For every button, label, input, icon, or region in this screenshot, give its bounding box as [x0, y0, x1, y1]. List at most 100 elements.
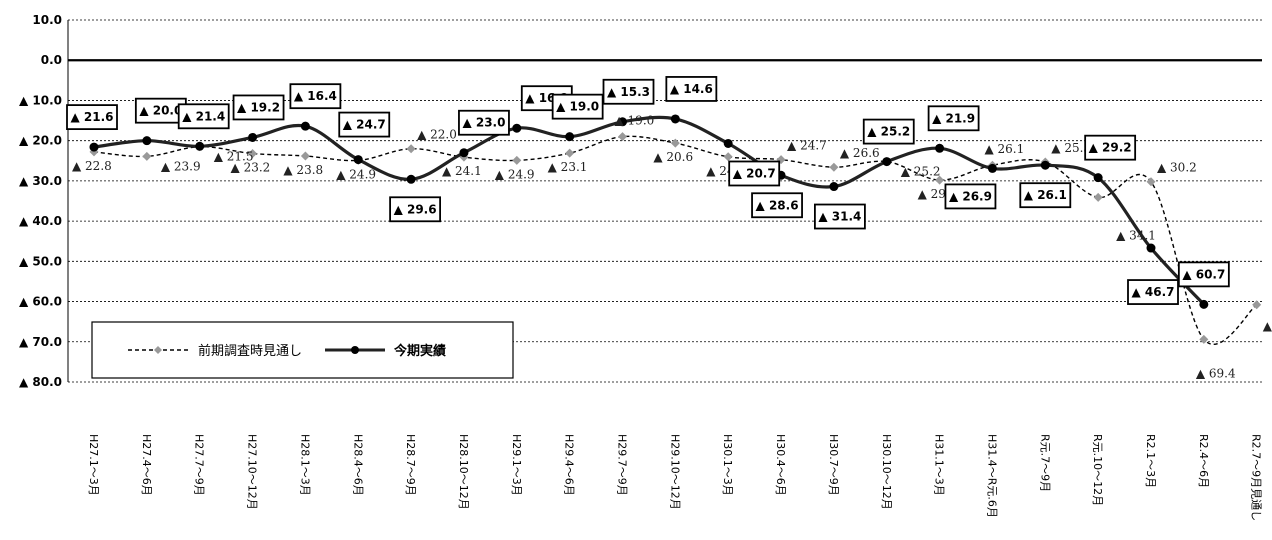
actual-data-label-box: [944, 183, 997, 210]
x-tick-label: H28.1～3月: [298, 434, 311, 496]
actual-data-label-box: [927, 105, 980, 132]
forecast-data-label: ▲ 24.7: [787, 139, 827, 153]
x-axis-tick-labels: H27.1～3月 H27.4～6月 H27.7～9月 H27.10～12月 H28.1～…: [87, 434, 1263, 521]
forecast-point: [406, 144, 416, 154]
x-tick-label: H30.4～6月: [774, 434, 787, 496]
actual-data-label: ▲ 20.0: [139, 104, 182, 118]
actual-data-label: ▲ 19.2: [237, 100, 280, 114]
actual-point: [1199, 299, 1209, 309]
x-tick-label: R2.4～6月: [1197, 434, 1210, 488]
legend-actual-marker: [351, 346, 359, 354]
y-tick-label: ▲ 30.0: [19, 174, 62, 188]
actual-data-label: ▲ 21.9: [932, 111, 975, 125]
x-tick-label: R元.7～9月: [1038, 434, 1051, 492]
forecast-point: [1093, 192, 1103, 202]
legend-forecast-marker: [154, 346, 162, 354]
forecast-data-label: ▲ 19.0: [615, 114, 655, 128]
y-tick-label: ▲ 80.0: [19, 375, 62, 389]
actual-point: [670, 114, 680, 124]
y-tick-label: 0.0: [41, 53, 62, 67]
actual-data-label-box: [232, 94, 285, 121]
forecast-data-label: ▲ 25.2: [901, 165, 941, 179]
actual-data-label: ▲ 29.2: [1089, 141, 1132, 155]
forecast-data-label: ▲ 22.8: [72, 159, 112, 173]
y-tick-label: ▲ 20.0: [19, 134, 62, 148]
forecast-data-label: ▲ 60.8: [1263, 319, 1272, 333]
forecast-data-label: ▲ 23.2: [231, 161, 271, 175]
x-tick-label: H29.1～3月: [510, 434, 523, 496]
forecast-point: [935, 175, 945, 185]
x-tick-label: H27.1～3月: [87, 434, 100, 496]
actual-point: [829, 182, 839, 192]
forecast-data-label: ▲ 69.4: [1196, 366, 1236, 380]
forecast-point: [248, 149, 258, 159]
forecast-point: [565, 148, 575, 158]
actual-point: [618, 117, 627, 127]
forecast-data-label: ▲ 34.1: [1116, 228, 1156, 242]
x-tick-label: H28.10～12月: [457, 434, 470, 510]
actual-data-label: ▲ 28.6: [756, 198, 799, 212]
y-tick-label: ▲ 50.0: [19, 254, 62, 268]
actual-data-label: ▲ 25.2: [867, 125, 910, 139]
actual-point: [882, 157, 892, 167]
legend-forecast-label: 前期調査時見通し: [198, 343, 302, 359]
forecast-data-label: ▲ 21.5: [214, 150, 254, 164]
forecast-point: [1146, 177, 1156, 187]
actual-point: [89, 142, 99, 152]
forecast-point: [618, 132, 627, 142]
actual-data-label: ▲ 20.7: [733, 166, 776, 180]
legend-box: [91, 321, 514, 379]
actual-point: [1040, 160, 1050, 170]
actual-data-label-box: [1127, 279, 1179, 305]
actual-data-label: ▲ 15.3: [607, 85, 650, 99]
actual-data-label-box: [338, 111, 391, 138]
forecast-point: [142, 151, 152, 161]
forecast-data-label: ▲ 23.1: [548, 160, 588, 174]
y-tick-label: ▲ 10.0: [19, 93, 62, 107]
forecast-data-label: ▲ 24.1: [442, 164, 482, 178]
actual-point: [1146, 243, 1156, 253]
actual-data-label-box: [665, 76, 718, 102]
actual-data-label-box: [177, 103, 230, 130]
forecast-point: [512, 155, 522, 165]
actual-data-labels: ▲ 21.6 ▲ 20.0 ▲ 21.4 ▲ 19.2 ▲ 16.4 ▲ 24.7 ▲ 29…: [66, 76, 1230, 305]
x-tick-label: H30.7～9月: [827, 434, 840, 496]
x-tick-label: R2.1～3月: [1144, 434, 1157, 488]
actual-data-label: ▲ 29.6: [394, 202, 437, 216]
x-tick-label: R2.7～9月見通し: [1250, 434, 1263, 521]
actual-data-label-box: [751, 192, 803, 219]
forecast-point: [300, 151, 310, 161]
x-tick-label: H29.4～6月: [563, 434, 576, 496]
actual-data-label: ▲ 24.7: [343, 118, 386, 132]
actual-data-label: ▲ 14.6: [670, 82, 713, 96]
y-tick-label: 10.0: [32, 13, 62, 27]
y-tick-label: ▲ 60.0: [19, 295, 62, 309]
actual-data-label: ▲ 21.4: [182, 109, 225, 123]
actual-point: [142, 136, 152, 146]
actual-data-label-box: [728, 160, 781, 187]
actual-point: [723, 138, 733, 148]
forecast-data-label: ▲ 20.6: [653, 150, 693, 164]
forecast-point: [829, 162, 839, 172]
actual-point: [248, 132, 258, 142]
actual-data-label: ▲ 26.9: [949, 189, 992, 203]
actual-data-label-box: [134, 97, 187, 124]
actual-data-label-box: [1084, 134, 1137, 161]
x-tick-label: H31.1～3月: [933, 434, 946, 496]
x-tick-label: H30.1～3月: [721, 434, 734, 496]
actual-point: [406, 174, 416, 184]
actual-data-label: ▲ 16.4: [294, 89, 337, 103]
x-tick-label: H27.10～12月: [246, 434, 259, 510]
actual-point: [300, 121, 310, 131]
actual-point: [987, 163, 997, 173]
actual-data-label: ▲ 19.0: [556, 100, 599, 114]
actual-point: [459, 148, 469, 158]
forecast-data-label: ▲ 25.3: [1051, 141, 1091, 155]
x-tick-label: H28.7～9月: [404, 434, 417, 496]
forecast-data-label: ▲ 23.8: [283, 163, 323, 177]
actual-point: [565, 132, 575, 142]
forecast-data-label: ▲ 24.9: [495, 167, 535, 181]
forecast-data-label: ▲ 30.2: [1157, 161, 1197, 175]
forecast-point: [670, 138, 680, 148]
actual-data-label-box: [458, 109, 510, 136]
